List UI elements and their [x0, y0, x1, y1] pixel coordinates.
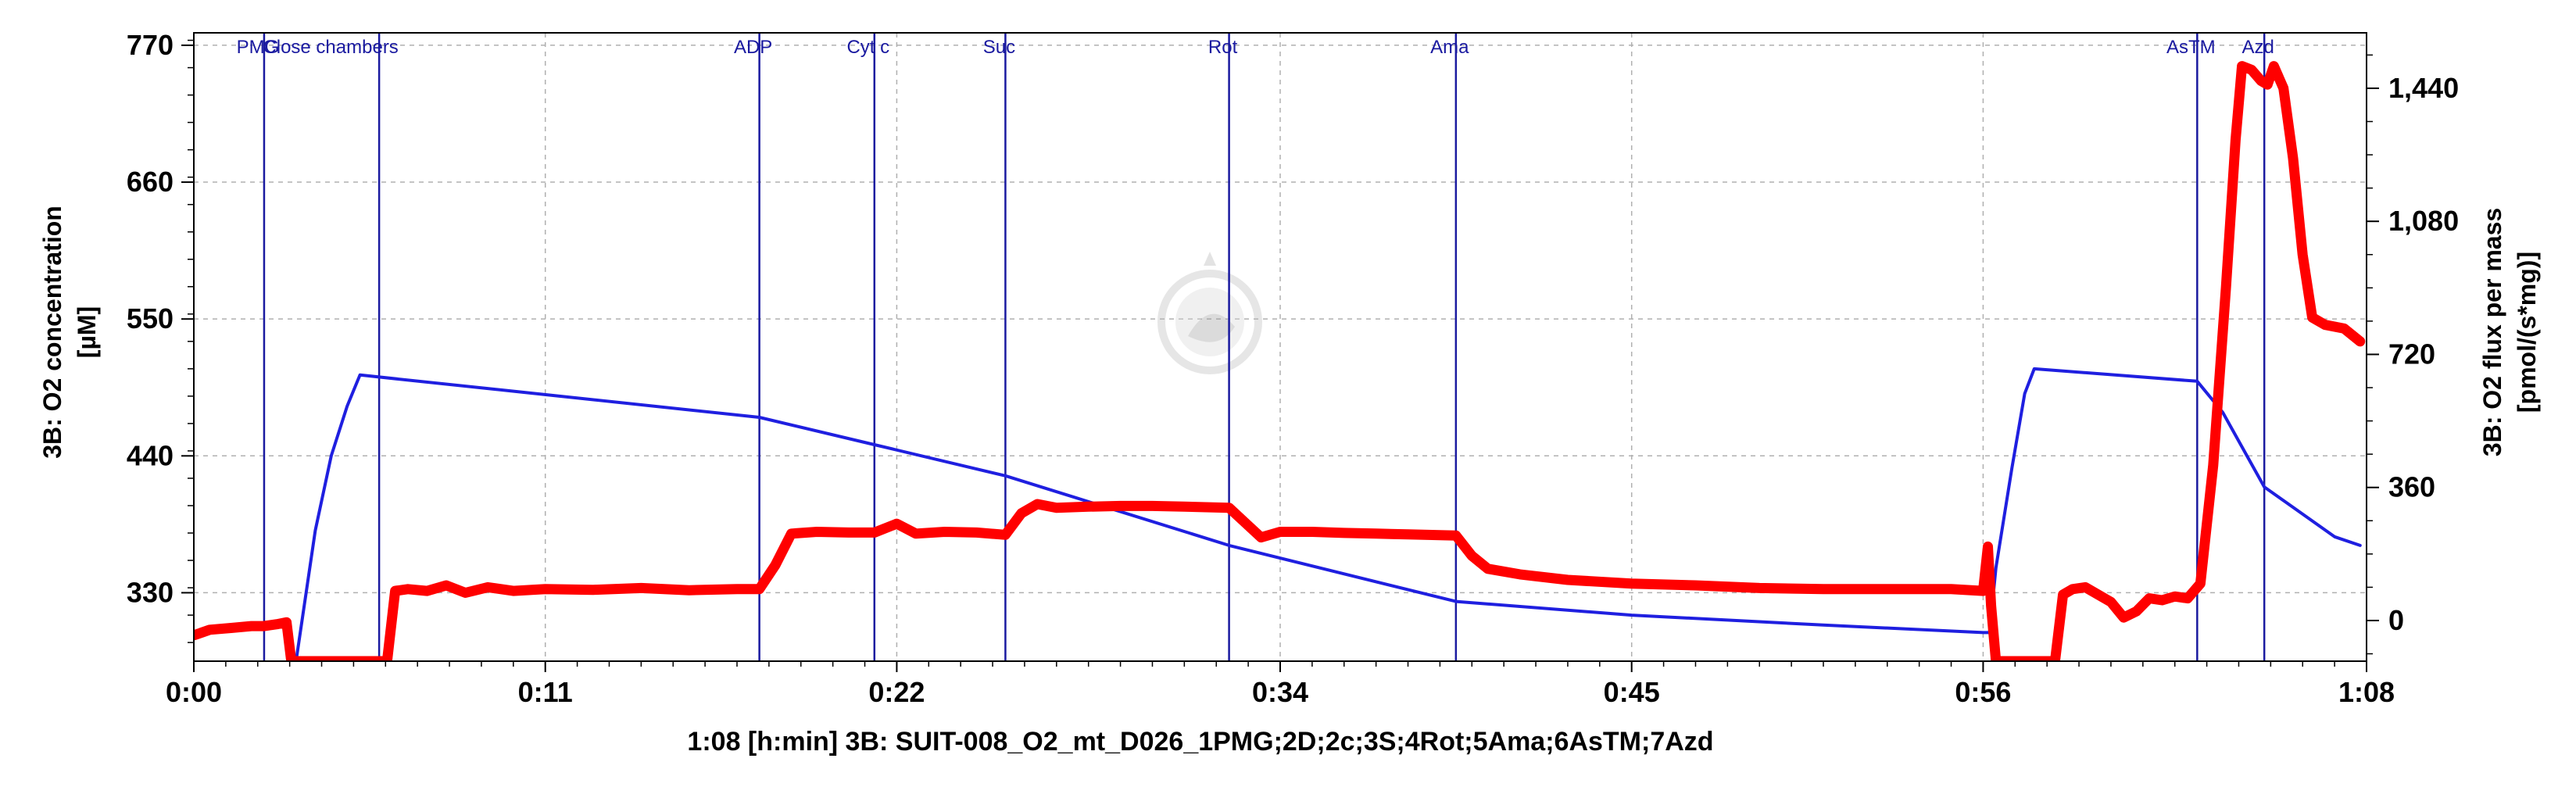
y-left-axis-unit: [µM] [73, 306, 101, 358]
event-marker-label: ADP [734, 37, 772, 58]
y-left-tick-label: 550 [127, 302, 174, 334]
o2-concentration-series [294, 367, 2362, 661]
event-marker-label: Azd [2241, 37, 2274, 58]
y-left-axis-title: 3B: O2 concentration [38, 206, 66, 459]
x-axis-title: 1:08 [h:min] 3B: SUIT-008_O2_mt_D026_1PM… [687, 727, 1713, 757]
x-tick-label: 0:56 [1955, 676, 2011, 708]
axes: 0:00 0:11 0:22 0:34 0:45 0:56 1:08 330 440 550 660… [127, 29, 2459, 708]
y-left-tick-label: 660 [127, 166, 174, 198]
grid-lines [194, 33, 2367, 661]
x-tick-label: 0:34 [1252, 676, 1308, 708]
y-right-axis-title: 3B: O2 flux per mass [2478, 208, 2506, 456]
watermark-logo [1157, 252, 1262, 374]
event-marker-label: Close chambers [263, 37, 398, 58]
y-right-tick-label: 0 [2388, 604, 2404, 636]
event-marker-label: Cyt c [846, 37, 889, 58]
y-left-tick-label: 770 [127, 29, 174, 61]
series-lines [194, 61, 2366, 661]
y-right-axis-unit: [pmol/(s*mg)] [2513, 252, 2541, 413]
y-left-tick-label: 440 [127, 439, 174, 471]
x-tick-label: 0:11 [518, 676, 573, 708]
y-right-tick-label: 720 [2388, 338, 2435, 370]
y-left-tick-label: 330 [127, 576, 174, 608]
x-tick-label: 1:08 [2338, 676, 2395, 708]
event-marker-label: AsTM [2166, 37, 2216, 58]
x-tick-label: 0:22 [868, 676, 925, 708]
event-marker-label: Rot [1208, 37, 1238, 58]
y-right-tick-label: 1,440 [2388, 72, 2459, 104]
event-marker-label: PMG [237, 37, 280, 58]
event-marker-label: Ama [1430, 37, 1469, 58]
y-right-tick-label: 360 [2388, 471, 2435, 503]
event-marker-label: Suc [983, 37, 1015, 58]
o2-flux-series [194, 61, 2366, 661]
x-tick-label: 0:00 [166, 676, 222, 708]
y-right-tick-label: 1,080 [2388, 205, 2459, 237]
x-tick-label: 0:45 [1604, 676, 1660, 708]
